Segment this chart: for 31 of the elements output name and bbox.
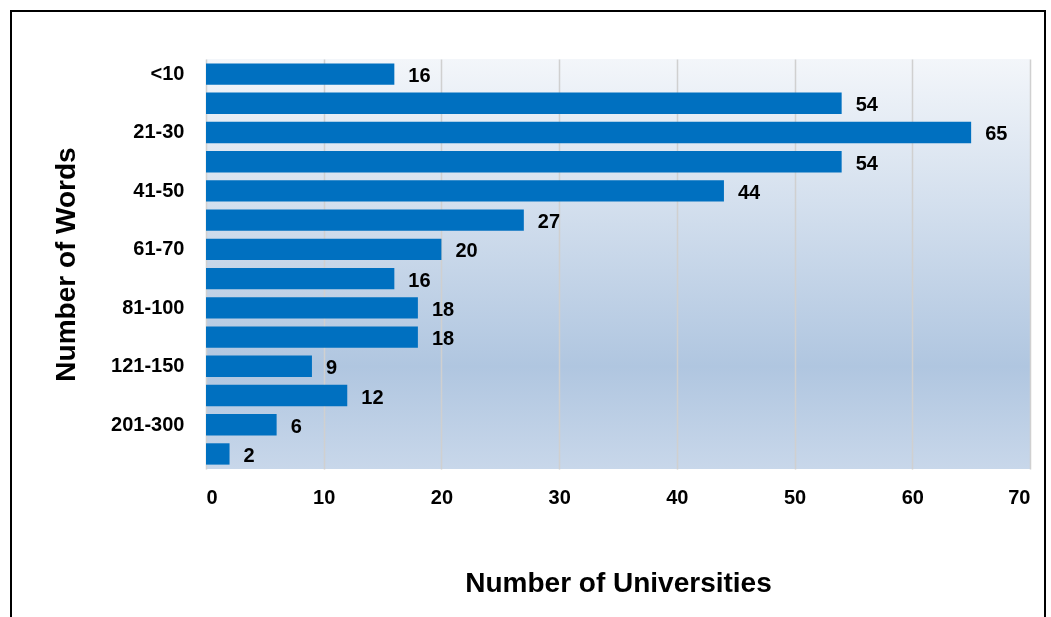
- data-label: 16: [408, 64, 431, 87]
- data-label: 18: [431, 327, 455, 350]
- data-label: 54: [855, 151, 879, 174]
- y-tick-label: 121-150: [111, 354, 185, 377]
- x-tick-label: 50: [783, 485, 807, 508]
- data-label: 20: [455, 239, 478, 262]
- y-tick-label: 81-100: [122, 295, 185, 318]
- y-tick-label: <10: [150, 62, 185, 85]
- data-label: 2: [243, 443, 255, 466]
- x-tick-label: 70: [1008, 485, 1031, 508]
- x-tick-label: 10: [313, 485, 336, 508]
- y-tick-label: 41-50: [133, 178, 185, 201]
- x-tick-label: 30: [548, 485, 571, 508]
- data-label: 18: [431, 297, 455, 320]
- y-tick-label: 201-300: [111, 412, 185, 435]
- y-tick-label: 21-30: [133, 120, 185, 143]
- x-tick-label: 20: [430, 485, 454, 508]
- data-label: 65: [985, 122, 1008, 145]
- data-label: 44: [737, 180, 762, 203]
- x-tick-label: 0: [206, 485, 218, 508]
- x-tick-label: 40: [666, 485, 689, 508]
- y-tick-label: 61-70: [133, 237, 185, 260]
- x-axis-title: Number of Universities: [465, 566, 772, 598]
- data-label: 27: [537, 210, 561, 233]
- data-label: 16: [408, 268, 431, 291]
- y-axis-title: Number of Words: [50, 147, 82, 382]
- data-label: 9: [325, 356, 338, 379]
- data-label: 54: [855, 93, 879, 116]
- data-label: 12: [361, 385, 384, 408]
- data-label: 6: [290, 414, 302, 437]
- x-tick-label: 60: [901, 485, 924, 508]
